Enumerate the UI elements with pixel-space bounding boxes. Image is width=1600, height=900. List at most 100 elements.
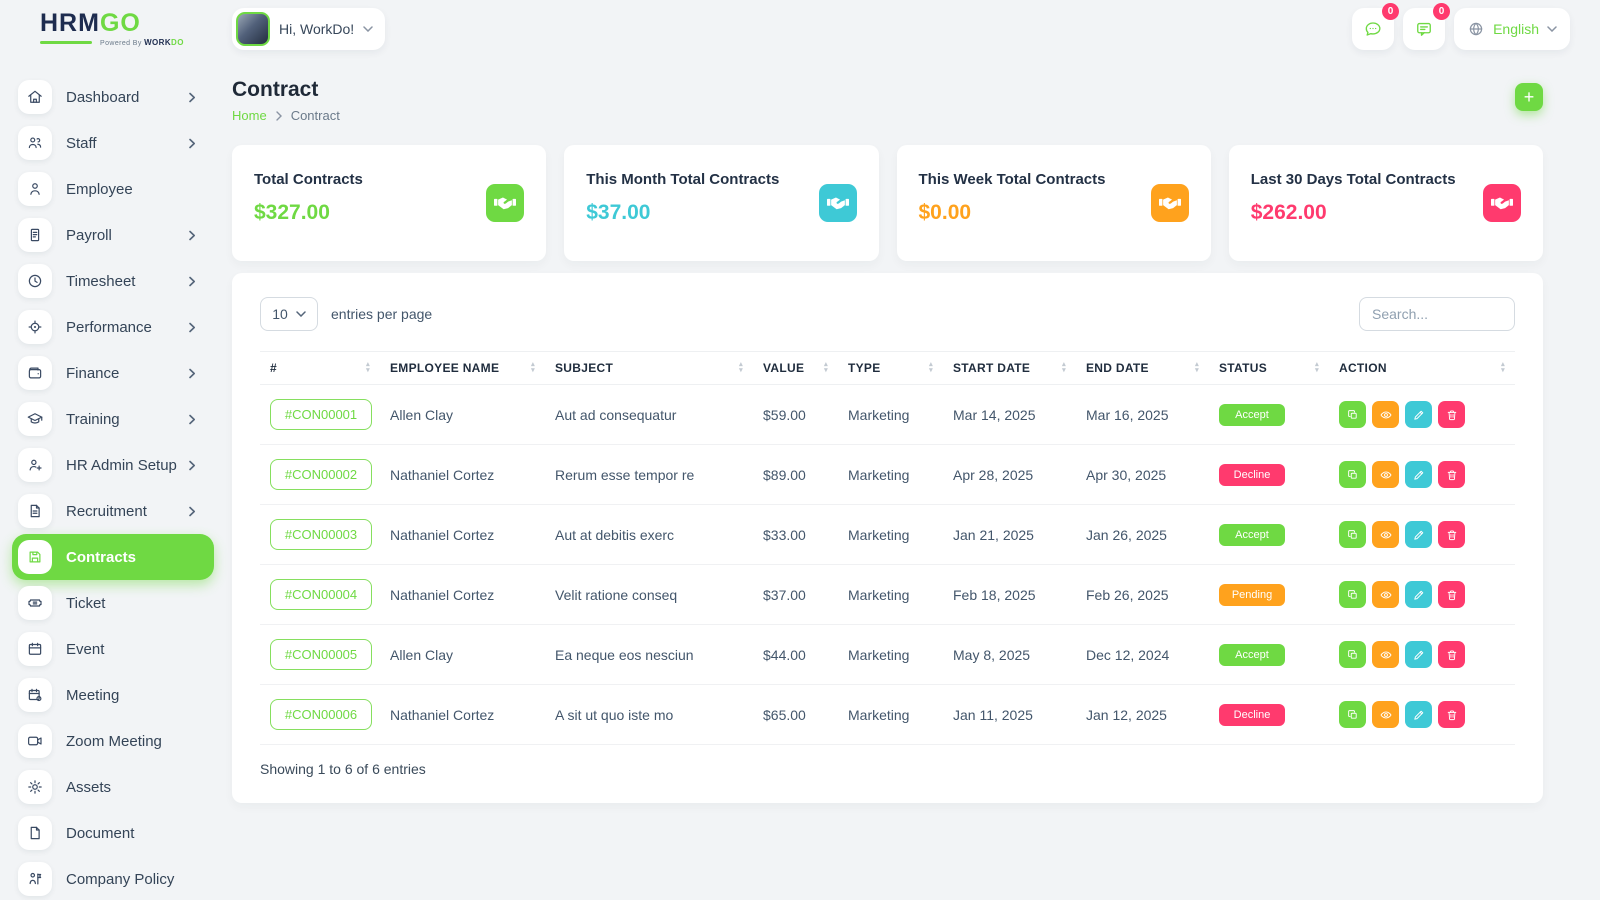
- column-header-action[interactable]: ACTION ▴ ▾: [1329, 351, 1515, 385]
- message-icon: [1414, 19, 1434, 39]
- entries-per-page-select[interactable]: 10: [260, 297, 318, 331]
- handshake-icon: [818, 184, 857, 222]
- meeting-icon: [18, 678, 52, 712]
- view-button[interactable]: [1372, 581, 1399, 608]
- sidebar-item-performance[interactable]: Performance: [12, 304, 214, 350]
- chevron-right-icon: [189, 460, 196, 471]
- sidebar-item-label: Assets: [66, 778, 112, 796]
- copy-icon: [1346, 648, 1360, 662]
- employee-name-cell: Allen Clay: [380, 624, 545, 685]
- value-cell: $89.00: [753, 444, 838, 505]
- contract-id-badge[interactable]: #CON00002: [270, 459, 372, 490]
- sidebar-item-company-policy[interactable]: Company Policy: [12, 856, 214, 900]
- status-badge[interactable]: Accept: [1219, 523, 1285, 546]
- view-button[interactable]: [1372, 461, 1399, 488]
- column-header-label: END DATE: [1086, 361, 1149, 375]
- sidebar-item-label: Performance: [66, 318, 152, 336]
- sidebar-item-recruitment[interactable]: Recruitment: [12, 488, 214, 534]
- duplicate-button[interactable]: [1339, 521, 1366, 548]
- messages-button[interactable]: 0: [1403, 3, 1451, 50]
- delete-button[interactable]: [1438, 641, 1465, 668]
- sidebar-item-zoom-meeting[interactable]: Zoom Meeting: [12, 718, 214, 764]
- delete-button[interactable]: [1438, 581, 1465, 608]
- delete-button[interactable]: [1438, 461, 1465, 488]
- sort-icon: ▴ ▾: [1315, 361, 1319, 374]
- copy-icon: [1346, 408, 1360, 422]
- column-header-id[interactable]: # ▴ ▾: [260, 351, 380, 385]
- sidebar-item-meeting[interactable]: Meeting: [12, 672, 214, 718]
- breadcrumb-home-link[interactable]: Home: [232, 108, 267, 123]
- edit-button[interactable]: [1405, 401, 1432, 428]
- end-date-cell: Apr 30, 2025: [1076, 444, 1209, 505]
- sidebar-item-ticket[interactable]: Ticket: [12, 580, 214, 626]
- app-logo[interactable]: HRMGO Powered By WORKDO: [40, 11, 232, 47]
- sidebar-item-hr-admin-setup[interactable]: HR Admin Setup: [12, 442, 214, 488]
- duplicate-button[interactable]: [1339, 641, 1366, 668]
- sidebar-item-finance[interactable]: Finance: [12, 350, 214, 396]
- column-header-end-date[interactable]: END DATE ▴ ▾: [1076, 351, 1209, 385]
- column-header-subject[interactable]: SUBJECT ▴ ▾: [545, 351, 753, 385]
- sort-icon: ▴ ▾: [1062, 361, 1066, 374]
- status-badge[interactable]: Pending: [1219, 583, 1285, 606]
- column-header-start-date[interactable]: START DATE ▴ ▾: [943, 351, 1076, 385]
- sidebar-item-event[interactable]: Event: [12, 626, 214, 672]
- eye-icon: [1379, 468, 1393, 482]
- sidebar-item-payroll[interactable]: Payroll: [12, 212, 214, 258]
- sort-icon: ▴ ▾: [1501, 361, 1505, 374]
- view-button[interactable]: [1372, 521, 1399, 548]
- add-contract-button[interactable]: +: [1515, 83, 1543, 111]
- status-badge[interactable]: Decline: [1219, 463, 1285, 486]
- sidebar-item-staff[interactable]: Staff: [12, 120, 214, 166]
- sidebar-item-label: Finance: [66, 364, 120, 382]
- column-header-value[interactable]: VALUE ▴ ▾: [753, 351, 838, 385]
- delete-button[interactable]: [1438, 701, 1465, 728]
- ticket-icon: [18, 586, 52, 620]
- delete-button[interactable]: [1438, 521, 1465, 548]
- user-menu[interactable]: Hi, WorkDo!: [232, 8, 386, 50]
- duplicate-button[interactable]: [1339, 701, 1366, 728]
- edit-button[interactable]: [1405, 461, 1432, 488]
- view-button[interactable]: [1372, 701, 1399, 728]
- table-footer-summary: Showing 1 to 6 of 6 entries: [260, 761, 426, 777]
- edit-button[interactable]: [1405, 521, 1432, 548]
- sidebar-item-training[interactable]: Training: [12, 396, 214, 442]
- sidebar-item-dashboard[interactable]: Dashboard: [12, 74, 214, 120]
- column-header-employee-name[interactable]: EMPLOYEE NAME ▴ ▾: [380, 351, 545, 385]
- sidebar-item-employee[interactable]: Employee: [12, 166, 214, 212]
- status-badge[interactable]: Accept: [1219, 403, 1285, 426]
- contract-id-badge[interactable]: #CON00005: [270, 639, 372, 670]
- edit-button[interactable]: [1405, 581, 1432, 608]
- edit-button[interactable]: [1405, 701, 1432, 728]
- duplicate-button[interactable]: [1339, 401, 1366, 428]
- sidebar-item-label: Event: [66, 640, 105, 658]
- edit-button[interactable]: [1405, 641, 1432, 668]
- search-input[interactable]: [1359, 297, 1515, 331]
- sidebar-item-assets[interactable]: Assets: [12, 764, 214, 810]
- duplicate-button[interactable]: [1339, 461, 1366, 488]
- employee-name-cell: Nathaniel Cortez: [380, 444, 545, 505]
- payroll-icon: [18, 218, 52, 252]
- stat-cards-row: Total Contracts $327.00 This Month Total C…: [232, 145, 1543, 261]
- sidebar-item-timesheet[interactable]: Timesheet: [12, 258, 214, 304]
- language-selector[interactable]: English: [1454, 8, 1570, 50]
- delete-button[interactable]: [1438, 401, 1465, 428]
- column-header-type[interactable]: TYPE ▴ ▾: [838, 351, 943, 385]
- type-cell: Marketing: [838, 624, 943, 685]
- finance-icon: [18, 356, 52, 390]
- sidebar-item-contracts[interactable]: Contracts: [12, 534, 214, 580]
- contract-id-badge[interactable]: #CON00006: [270, 699, 372, 730]
- contract-id-badge[interactable]: #CON00004: [270, 579, 372, 610]
- assets-icon: [18, 770, 52, 804]
- contract-id-badge[interactable]: #CON00003: [270, 519, 372, 550]
- chevron-right-icon: [189, 414, 196, 425]
- duplicate-button[interactable]: [1339, 581, 1366, 608]
- status-badge[interactable]: Accept: [1219, 643, 1285, 666]
- contract-id-badge[interactable]: #CON00001: [270, 399, 372, 430]
- sidebar-item-document[interactable]: Document: [12, 810, 214, 856]
- status-badge[interactable]: Decline: [1219, 703, 1285, 726]
- sort-icon: ▴ ▾: [366, 361, 370, 374]
- column-header-status[interactable]: STATUS ▴ ▾: [1209, 351, 1329, 385]
- chat-button[interactable]: 0: [1352, 3, 1400, 50]
- view-button[interactable]: [1372, 641, 1399, 668]
- view-button[interactable]: [1372, 401, 1399, 428]
